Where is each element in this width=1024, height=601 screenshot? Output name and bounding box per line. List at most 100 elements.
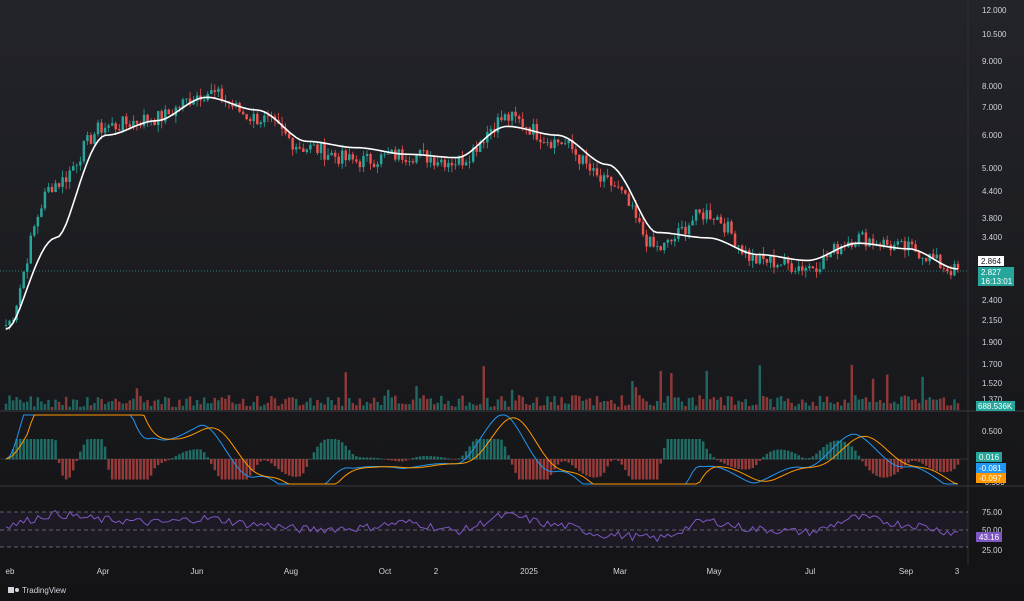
macd-histogram-bar <box>43 439 47 460</box>
volume-bar <box>482 366 486 410</box>
macd-histogram-bar <box>355 456 358 460</box>
macd-histogram-bar <box>372 457 376 460</box>
tradingview-logo-icon <box>8 587 14 593</box>
macd-histogram-bar <box>210 459 213 464</box>
macd-histogram-bar <box>436 456 439 460</box>
candle-body <box>783 257 786 265</box>
volume-bar <box>135 388 139 410</box>
volume-bar <box>631 381 634 410</box>
macd-histogram-bar <box>857 455 861 460</box>
macd-histogram-bar <box>574 459 578 469</box>
candle-body <box>546 142 549 143</box>
volume-bar <box>206 403 209 410</box>
time-axis[interactable]: eb Apr Jun Aug Oct 2 2025 Mar May Jul Se… <box>6 567 960 576</box>
volume-bar <box>121 403 125 410</box>
volume-bar <box>808 405 811 410</box>
price-tick: 6.000 <box>982 131 1003 140</box>
macd-histogram-bar <box>231 459 234 480</box>
candle-body <box>818 269 822 272</box>
macd-histogram-bar <box>521 459 524 480</box>
macd-histogram-bar <box>592 459 595 478</box>
volume-bar <box>36 397 40 410</box>
volume-bar <box>100 398 103 410</box>
candle-body <box>213 90 217 92</box>
candle-body <box>153 120 156 125</box>
candle-body <box>939 254 942 268</box>
macd-histogram-bar <box>418 456 422 460</box>
macd-histogram-bar <box>747 459 751 470</box>
candle-body <box>514 111 517 117</box>
macd-histogram-bar <box>422 455 425 460</box>
candle-body <box>128 124 132 127</box>
volume-bar <box>153 400 156 410</box>
price-scale[interactable]: 12.000 10.500 9.000 8.000 7.000 6.000 5.… <box>982 6 1007 404</box>
macd-histogram-bar <box>259 459 263 462</box>
macd-histogram-bar <box>638 459 641 480</box>
volume-bar <box>783 401 786 410</box>
candle-body <box>195 95 199 101</box>
candle-body <box>733 233 737 247</box>
volume-bar <box>457 398 461 410</box>
macd-histogram-bar <box>659 459 662 464</box>
macd-histogram-bar <box>337 439 340 460</box>
macd-histogram-bar <box>443 457 447 460</box>
macd-histogram-bar <box>931 459 935 470</box>
volume-bar <box>461 395 464 410</box>
candle-body <box>188 98 192 105</box>
candle-body <box>864 232 868 247</box>
volume-bar <box>277 405 280 410</box>
price-tick: 4.400 <box>982 187 1003 196</box>
volume-bar <box>627 404 631 410</box>
volume-bar <box>125 403 128 410</box>
macd-histogram-bar <box>326 439 330 460</box>
price-tick: 9.000 <box>982 57 1003 66</box>
candle-body <box>464 162 468 166</box>
candle-body <box>252 113 255 122</box>
macd-histogram-bar <box>401 459 404 462</box>
candle-body <box>896 241 900 245</box>
volume-bar <box>705 370 708 410</box>
candle-body <box>4 325 8 326</box>
volume-bar <box>305 401 309 410</box>
candle-body <box>532 124 535 135</box>
candle-body <box>663 242 666 251</box>
candle-body <box>620 186 624 191</box>
volume-bar <box>893 401 896 410</box>
macd-histogram-bar <box>712 457 716 460</box>
volume-bar <box>15 397 18 410</box>
candle-body <box>539 139 542 143</box>
volume-bar <box>432 404 436 410</box>
macd-histogram-bar <box>468 446 471 460</box>
candle-body <box>567 139 570 144</box>
volume-bar <box>454 406 457 410</box>
candle-body <box>705 210 708 220</box>
macd-histogram-bar <box>953 459 956 469</box>
tradingview-logo[interactable]: TradingView <box>8 586 66 595</box>
volume-bar <box>507 406 510 410</box>
macd-line <box>5 414 958 485</box>
macd-histogram-bar <box>206 457 209 460</box>
volume-bar <box>57 401 61 410</box>
candle-body <box>259 122 263 125</box>
candle-body <box>443 159 447 168</box>
candle-body <box>857 234 861 245</box>
macd-histogram-bar <box>125 459 128 480</box>
volume-bar <box>326 397 330 410</box>
macd-histogram-bar <box>595 459 599 478</box>
candle-body <box>648 236 652 247</box>
candle-body <box>263 115 266 123</box>
candle-body <box>202 100 206 101</box>
volume-bar <box>181 405 185 410</box>
candle-body <box>287 133 291 138</box>
volume-bar <box>641 398 645 410</box>
candle-body <box>500 117 503 121</box>
volume-bar <box>284 399 287 410</box>
price-tick: 1.700 <box>982 360 1003 369</box>
macd-histogram-bar <box>924 459 928 466</box>
volume-bar <box>54 399 57 410</box>
volume-bar <box>422 395 425 410</box>
macd-histogram-bar <box>723 459 726 464</box>
volume-bar <box>843 399 846 410</box>
candle-body <box>411 161 415 163</box>
